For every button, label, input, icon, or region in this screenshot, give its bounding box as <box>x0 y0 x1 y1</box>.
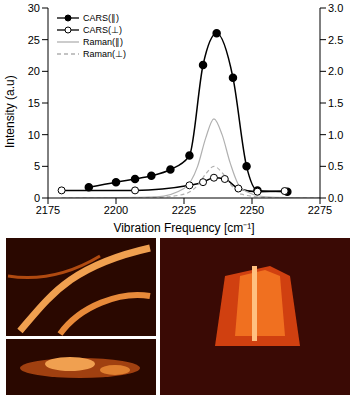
svg-text:1.0: 1.0 <box>328 129 343 141</box>
svg-text:2175: 2175 <box>36 204 60 216</box>
svg-text:0.5: 0.5 <box>328 160 343 172</box>
svg-text:2275: 2275 <box>308 204 332 216</box>
svg-text:15: 15 <box>28 97 40 109</box>
svg-text:2225: 2225 <box>172 204 196 216</box>
svg-text:20: 20 <box>28 65 40 77</box>
svg-text:0.0: 0.0 <box>328 192 343 204</box>
svg-text:5: 5 <box>34 160 40 172</box>
svg-text:1.5: 1.5 <box>328 97 343 109</box>
svg-text:10: 10 <box>28 129 40 141</box>
svg-text:25: 25 <box>28 34 40 46</box>
html-text:CARS(∥): CARS(∥) <box>83 13 119 23</box>
svg-text:2.5: 2.5 <box>328 34 343 46</box>
html-text:Raman(∥): Raman(∥) <box>83 37 123 47</box>
svg-text:2200: 2200 <box>104 204 128 216</box>
svg-text:Vibration Frequency [cm⁻¹]: Vibration Frequency [cm⁻¹] <box>113 221 254 235</box>
html-text:CARS(⊥): CARS(⊥) <box>83 25 122 35</box>
svg-text:3.0: 3.0 <box>328 2 343 14</box>
svg-text:2250: 2250 <box>240 204 264 216</box>
svg-text:30: 30 <box>28 2 40 14</box>
svg-text:Intensity (a.u): Intensity (a.u) <box>3 75 17 148</box>
svg-text:2.0: 2.0 <box>328 65 343 77</box>
html-text:Raman(⊥): Raman(⊥) <box>83 49 126 59</box>
svg-text:0: 0 <box>34 192 40 204</box>
